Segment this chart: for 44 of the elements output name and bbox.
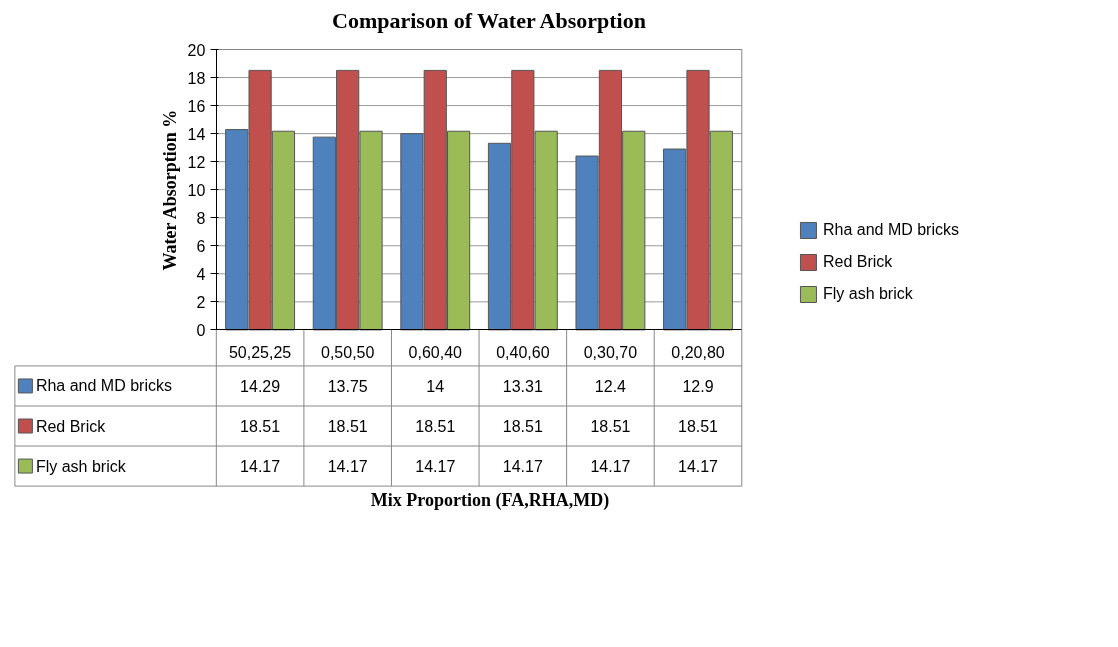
data-label: 14.17 (590, 458, 631, 476)
text: Mix Proportion (FA,RHA,MD) (370, 489, 610, 511)
data-label: 12.9 (682, 377, 714, 395)
y-tick-label: 6 (196, 237, 206, 255)
data-label: 13.31 (502, 377, 543, 395)
y-axis-title: Water Absorption % (159, 109, 180, 271)
data-label: 14.17 (502, 458, 543, 476)
y-tick-label: 16 (187, 97, 206, 115)
text: Red Brick (35, 417, 106, 435)
data-label: 18.51 (590, 418, 631, 436)
y-tick-label: 4 (196, 265, 206, 283)
data-label: 18.51 (240, 418, 281, 436)
chart-title: Comparison of Water Absorption (332, 7, 646, 33)
data-label: 13.75 (327, 377, 368, 395)
y-tick-label: 12 (187, 153, 206, 171)
y-tick-label: 20 (187, 41, 206, 59)
x-tick-label: 0,20,80 (671, 343, 725, 361)
x-tick-label: 0,60,40 (408, 343, 463, 361)
x-tick-label: 0,50,50 (320, 343, 375, 361)
x-tick-label: 50,25,25 (228, 343, 292, 361)
data-label: 14.17 (677, 458, 719, 476)
legend-label: Fly ash brick (822, 285, 913, 303)
data-label: 18.51 (415, 418, 456, 436)
text: Rha and MD bricks (822, 221, 959, 238)
y-tick-label: 8 (196, 209, 206, 227)
x-tick-label: 0,40,60 (496, 343, 550, 361)
text: Fly ash brick (35, 457, 126, 475)
y-tick-label: 10 (187, 181, 206, 199)
data-label: 14.17 (240, 458, 281, 476)
data-label: 18.51 (327, 418, 368, 436)
data-label: 18.51 (677, 418, 719, 436)
y-tick-label: 18 (187, 69, 206, 87)
data-label: 14.17 (415, 458, 456, 476)
data-label: 14.17 (327, 458, 368, 476)
legend-label: Rha and MD bricks (35, 377, 172, 395)
x-tick-label: 0,30,70 (583, 343, 638, 361)
y-tick-label: 14 (187, 125, 206, 143)
data-label: 14.29 (240, 377, 281, 395)
data-label: 14 (426, 377, 445, 395)
y-tick-label: 2 (196, 293, 206, 311)
legend-label: Red Brick (822, 253, 893, 271)
y-tick-label: 0 (196, 321, 206, 339)
data-label: 18.51 (502, 418, 543, 436)
data-label: 12.4 (594, 377, 627, 395)
